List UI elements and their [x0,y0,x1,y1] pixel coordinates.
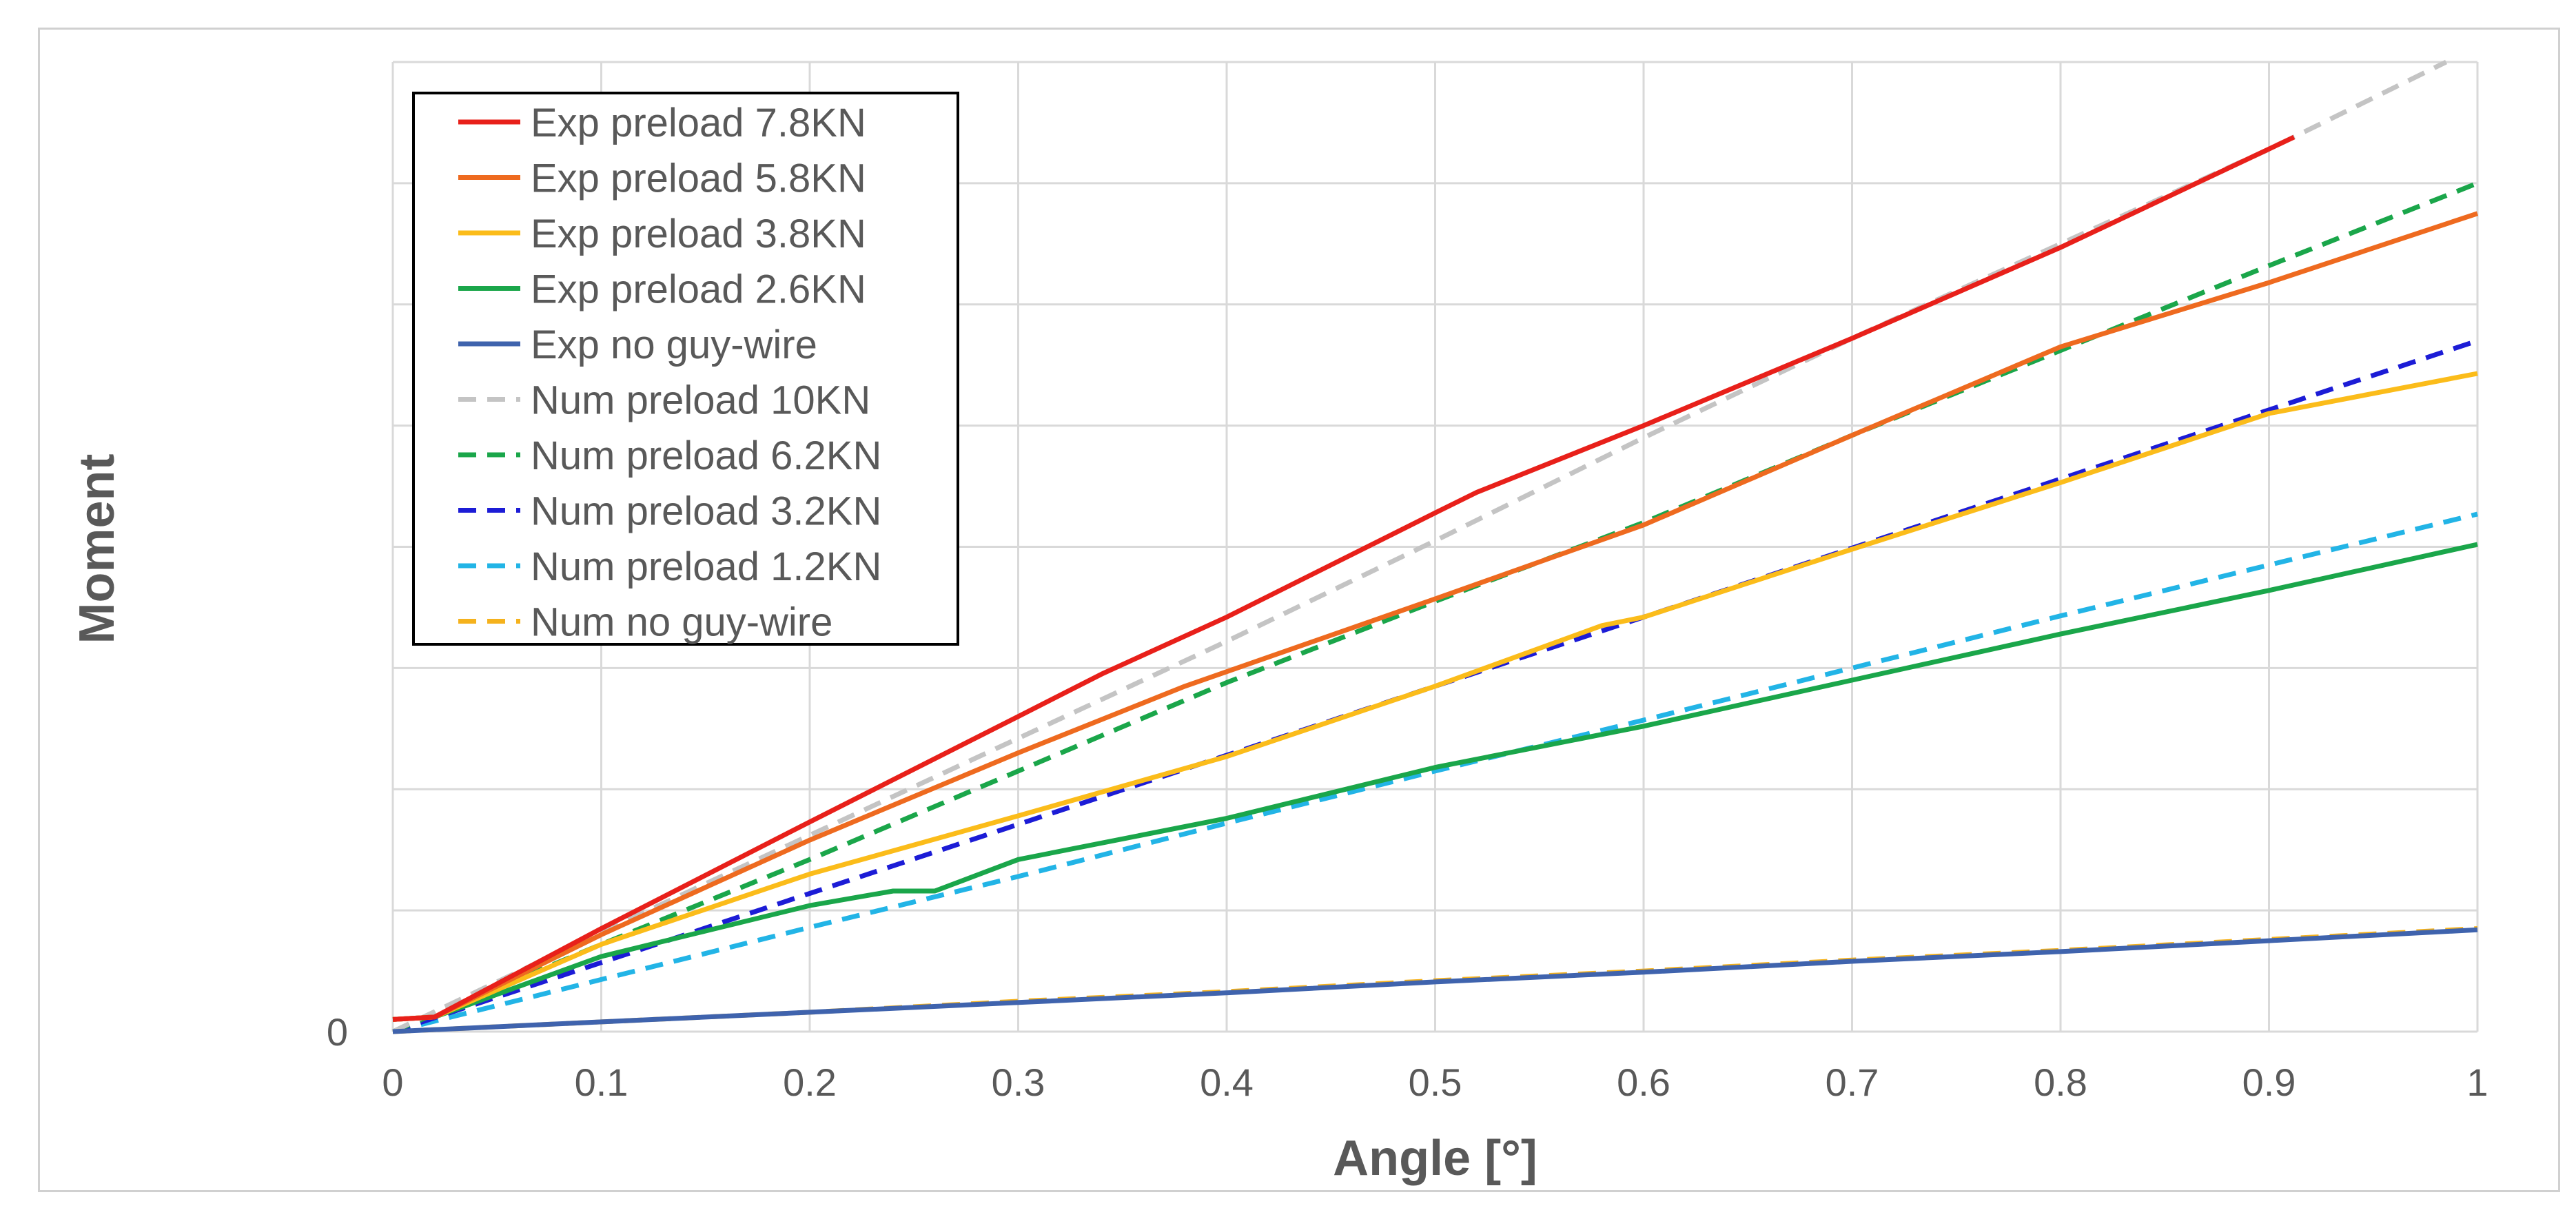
y-axis-title: Moment [70,453,125,644]
legend-label: Num preload 1.2KN [531,544,881,589]
x-tick-label: 0.6 [1617,1061,1670,1104]
legend-label: Num preload 3.2KN [531,489,881,534]
legend-label: Num preload 10KN [531,378,870,423]
x-tick-label: 1 [2466,1061,2488,1104]
x-axis-title: Angle [°] [1333,1131,1537,1186]
series-line-exp-preload-5-8kn [392,211,2479,1022]
legend-label: Exp no guy-wire [531,323,817,367]
tick-labels: 0 0.1 0.2 0.3 0.4 0.5 0.6 0.7 0.8 0.9 1 0 [327,1010,2488,1104]
x-tick-label: 0.8 [2034,1061,2087,1104]
grid [391,61,2479,1033]
x-tick-label: 0.2 [783,1061,837,1104]
legend-label: Exp preload 2.6KN [531,267,866,312]
series-line-num-preload-3-2kn [391,338,2479,1034]
series-line-exp-preload-2-6kn [392,542,2478,1022]
x-tick-label: 0.5 [1409,1061,1462,1104]
legend-label: Num no guy-wire [531,600,832,645]
x-tick-label: 0.7 [1826,1061,1879,1104]
series-line-exp-preload-7-8kn [392,134,2296,1022]
x-tick-label: 0.1 [575,1061,628,1104]
legend-label: Exp preload 3.8KN [531,212,866,256]
series-line-exp-no-guy-wire [392,927,2478,1034]
series-line-num-preload-1-2kn [392,511,2478,1034]
legend-label: Exp preload 7.8KN [531,101,866,145]
x-tick-label: 0.4 [1200,1061,1254,1104]
legend-box [412,92,959,646]
legend: Exp preload 7.8KN Exp preload 5.8KN Exp pr… [412,92,959,646]
series-line-exp-preload-3-8kn [392,371,2478,1022]
x-tick-label: 0 [382,1061,403,1104]
legend-label: Exp preload 5.8KN [531,156,866,201]
x-tick-label: 0.9 [2242,1061,2296,1104]
series-layer [391,59,2479,1034]
legend-label: Num preload 6.2KN [531,433,881,478]
x-tick-label: 0.3 [992,1061,1045,1104]
y-tick-label: 0 [327,1010,348,1054]
